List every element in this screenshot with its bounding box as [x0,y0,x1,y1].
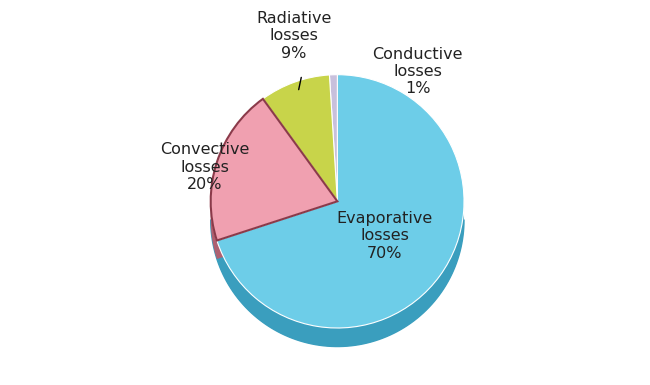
Text: Convective
losses
20%: Convective losses 20% [160,142,249,192]
Wedge shape [211,99,337,241]
Text: Radiative
losses
9%: Radiative losses 9% [256,11,332,61]
Wedge shape [217,75,464,328]
Polygon shape [211,201,217,259]
Polygon shape [217,201,464,346]
Polygon shape [211,220,464,346]
Polygon shape [217,201,337,259]
Text: Conductive
losses
1%: Conductive losses 1% [372,47,463,97]
Wedge shape [263,75,337,201]
Wedge shape [330,75,337,201]
Text: Evaporative
losses
70%: Evaporative losses 70% [337,211,433,261]
Polygon shape [217,201,337,259]
